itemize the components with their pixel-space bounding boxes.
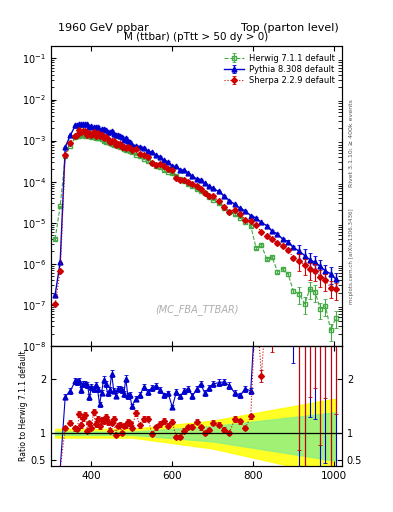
Text: (MC_FBA_TTBAR): (MC_FBA_TTBAR)	[155, 305, 238, 315]
Text: M (ttbar) (pTtt > 50 dy > 0): M (ttbar) (pTtt > 50 dy > 0)	[124, 32, 269, 42]
Text: Rivet 3.1.10; ≥ 400k events: Rivet 3.1.10; ≥ 400k events	[349, 99, 354, 187]
Text: mcplots.cern.ch [arXiv:1306.3436]: mcplots.cern.ch [arXiv:1306.3436]	[349, 208, 354, 304]
Legend: Herwig 7.1.1 default, Pythia 8.308 default, Sherpa 2.2.9 default: Herwig 7.1.1 default, Pythia 8.308 defau…	[220, 50, 338, 88]
Y-axis label: Ratio to Herwig 7.1.1 default: Ratio to Herwig 7.1.1 default	[19, 351, 28, 461]
Text: Top (parton level): Top (parton level)	[241, 23, 338, 33]
Text: 1960 GeV ppbar: 1960 GeV ppbar	[58, 23, 149, 33]
